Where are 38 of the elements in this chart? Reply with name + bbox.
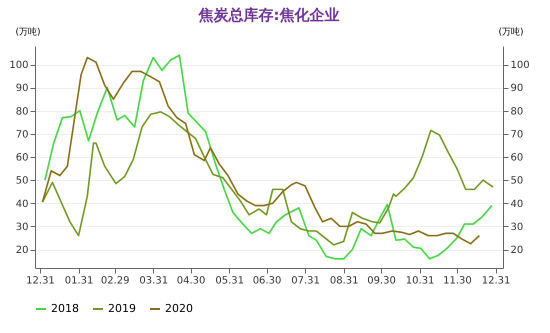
legend-label: 2019 <box>108 302 136 315</box>
x-tick-label: 05.31 <box>215 276 244 286</box>
chart-title: 焦炭总库存:焦化企业 <box>198 6 340 24</box>
y-tick-label: 90 <box>16 83 28 94</box>
line-series <box>42 111 494 246</box>
y2-axis-title: (万吨) <box>498 26 524 38</box>
y-tick-label: 30 <box>16 222 28 233</box>
legend-label: 2020 <box>165 302 193 315</box>
y2-tick-label: 100 <box>510 60 530 71</box>
legend-label: 2018 <box>51 302 79 315</box>
y2-tick-label: 70 <box>510 129 524 140</box>
x-tick-label: 01.31 <box>64 276 94 286</box>
y-tick-label: 100 <box>9 60 28 71</box>
x-tick-label: 08.31 <box>330 276 358 286</box>
y-tick-label: 70 <box>16 129 28 140</box>
x-tick-label: 10.31 <box>406 276 434 286</box>
x-tick-label: 02.29 <box>100 276 130 286</box>
y-tick-label: 20 <box>16 245 28 256</box>
x-tick-label: 06.30 <box>252 276 282 286</box>
y-tick-label: 80 <box>16 106 28 118</box>
y2-tick-label: 80 <box>510 106 524 118</box>
x-tick-label: 12.31 <box>482 276 510 286</box>
y2-tick-label: 50 <box>510 176 524 187</box>
y-axis-title: (万吨) <box>16 26 41 38</box>
x-tick-label: 11.30 <box>443 276 472 286</box>
x-tick-label: 04.30 <box>176 276 206 286</box>
y2-tick-label: 30 <box>510 222 524 233</box>
y-tick-label: 60 <box>16 152 28 164</box>
y2-tick-label: 90 <box>510 83 524 94</box>
y2-tick-label: 40 <box>510 198 524 210</box>
y2-tick-label: 60 <box>510 152 524 164</box>
y-tick-label: 50 <box>16 176 28 187</box>
x-tick-label: 07.31 <box>291 276 320 286</box>
y2-tick-label: 20 <box>510 245 524 256</box>
x-tick-label: 09.30 <box>367 276 396 286</box>
x-tick-label: 12.31 <box>26 276 55 286</box>
x-tick-label: 03.31 <box>139 276 168 286</box>
y-tick-label: 40 <box>16 198 28 210</box>
